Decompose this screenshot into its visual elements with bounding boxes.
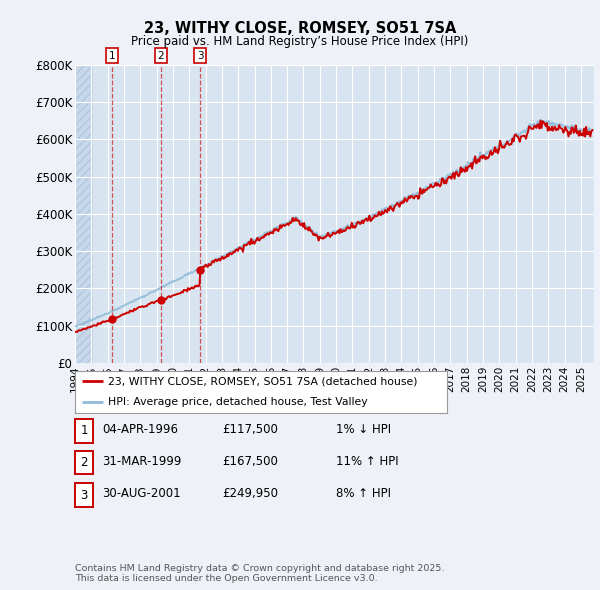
- Text: 3: 3: [197, 51, 203, 61]
- Text: £117,500: £117,500: [222, 423, 278, 436]
- Text: 23, WITHY CLOSE, ROMSEY, SO51 7SA (detached house): 23, WITHY CLOSE, ROMSEY, SO51 7SA (detac…: [109, 377, 418, 387]
- Text: 1: 1: [109, 51, 115, 61]
- Bar: [75, 65, 92, 363]
- Text: 04-APR-1996: 04-APR-1996: [102, 423, 178, 436]
- Text: Price paid vs. HM Land Registry’s House Price Index (HPI): Price paid vs. HM Land Registry’s House …: [131, 35, 469, 48]
- Text: 31-MAR-1999: 31-MAR-1999: [102, 455, 181, 468]
- Text: 2: 2: [80, 456, 88, 469]
- Text: 1% ↓ HPI: 1% ↓ HPI: [336, 423, 391, 436]
- Bar: [75, 65, 92, 363]
- Text: 8% ↑ HPI: 8% ↑ HPI: [336, 487, 391, 500]
- Text: 2: 2: [157, 51, 164, 61]
- Text: £167,500: £167,500: [222, 455, 278, 468]
- Text: £249,950: £249,950: [222, 487, 278, 500]
- Text: 1: 1: [80, 424, 88, 437]
- Text: Contains HM Land Registry data © Crown copyright and database right 2025.
This d: Contains HM Land Registry data © Crown c…: [75, 563, 445, 583]
- Text: 11% ↑ HPI: 11% ↑ HPI: [336, 455, 398, 468]
- Text: 3: 3: [80, 489, 88, 502]
- Text: 23, WITHY CLOSE, ROMSEY, SO51 7SA: 23, WITHY CLOSE, ROMSEY, SO51 7SA: [144, 21, 456, 35]
- Text: HPI: Average price, detached house, Test Valley: HPI: Average price, detached house, Test…: [109, 398, 368, 407]
- Text: 30-AUG-2001: 30-AUG-2001: [102, 487, 181, 500]
